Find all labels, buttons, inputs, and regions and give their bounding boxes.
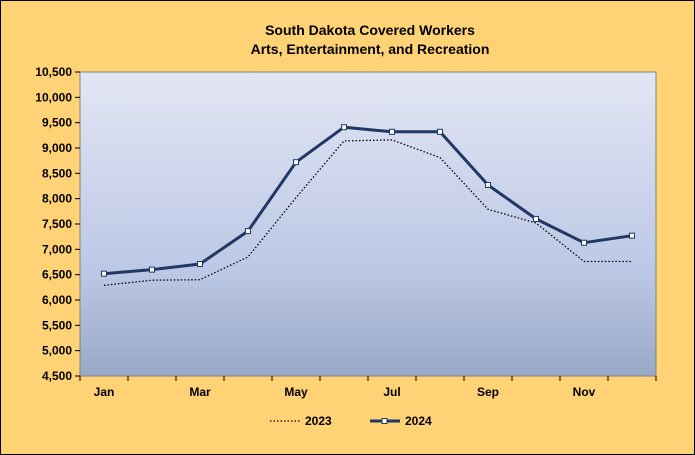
data-point-2024 <box>437 128 443 135</box>
y-tick-label: 6,500 <box>42 268 72 282</box>
y-tick-label: 6,000 <box>42 293 72 307</box>
data-point-2024 <box>581 239 587 246</box>
data-point-2024 <box>533 215 539 222</box>
legend-label-2024: 2024 <box>405 414 432 428</box>
y-tick-label: 5,500 <box>42 318 72 332</box>
x-axis: Jan Mar May Jul Sep Nov <box>79 376 657 399</box>
y-tick-label: 4,500 <box>42 369 72 383</box>
x-tick-label: May <box>284 385 308 399</box>
y-tick-label: 8,000 <box>42 192 72 206</box>
x-tick-label: Sep <box>477 385 499 399</box>
data-point-2024 <box>389 128 395 135</box>
y-tick-label: 8,500 <box>42 166 72 180</box>
y-tick-label: 10,000 <box>35 90 72 104</box>
legend-label-2023: 2023 <box>305 414 332 428</box>
data-point-2024 <box>293 159 299 166</box>
y-tick-label: 7,000 <box>42 242 72 256</box>
y-tick-label: 5,000 <box>42 344 72 358</box>
x-tick-label: Nov <box>573 385 596 399</box>
data-point-2024 <box>101 270 107 277</box>
data-point-2024 <box>149 266 155 273</box>
y-tick-label: 10,500 <box>35 65 72 79</box>
legend-marker-2024 <box>381 418 388 424</box>
data-point-2024 <box>341 124 347 131</box>
data-point-2024 <box>485 181 491 188</box>
y-tick-label: 7,500 <box>42 217 72 231</box>
plot-area <box>79 71 657 377</box>
data-point-2024 <box>197 261 203 268</box>
y-tick-label: 9,000 <box>42 141 72 155</box>
y-tick-label: 9,500 <box>42 116 72 130</box>
chart-title: South Dakota Covered Workers <box>265 22 475 38</box>
chart-subtitle: Arts, Entertainment, and Recreation <box>251 41 490 57</box>
series-line-2024 <box>103 125 633 276</box>
data-point-2024 <box>245 228 251 235</box>
series-layer <box>101 124 635 286</box>
x-tick-label: Mar <box>189 385 211 399</box>
data-point-2024 <box>629 232 635 239</box>
series-line-2023 <box>103 139 632 286</box>
x-tick-label: Jul <box>383 385 400 399</box>
x-tick-label: Jan <box>94 385 115 399</box>
legend: 2023 2024 <box>270 414 432 428</box>
y-axis: 4,500 5,000 5,500 6,000 6,500 7,000 7,500 8,000… <box>35 65 80 383</box>
